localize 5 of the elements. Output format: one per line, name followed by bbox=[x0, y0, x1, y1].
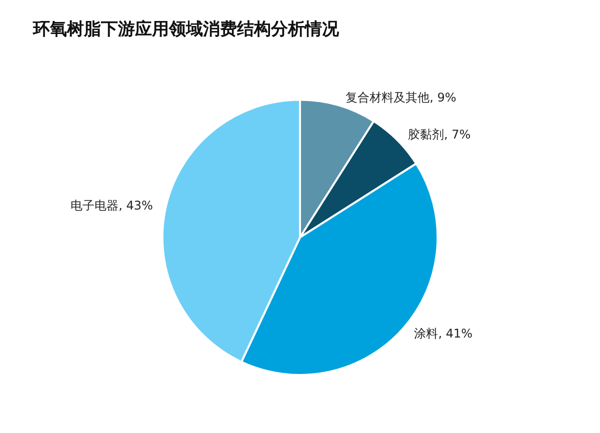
slice-label: 涂料, 41% bbox=[414, 326, 473, 341]
slice-label: 复合材料及其他, 9% bbox=[346, 90, 456, 105]
slice-label: 电子电器, 43% bbox=[70, 198, 153, 213]
chart-title: 环氧树脂下游应用领域消费结构分析情况 bbox=[32, 20, 340, 40]
slice-label: 胶黏剂, 7% bbox=[408, 127, 471, 142]
